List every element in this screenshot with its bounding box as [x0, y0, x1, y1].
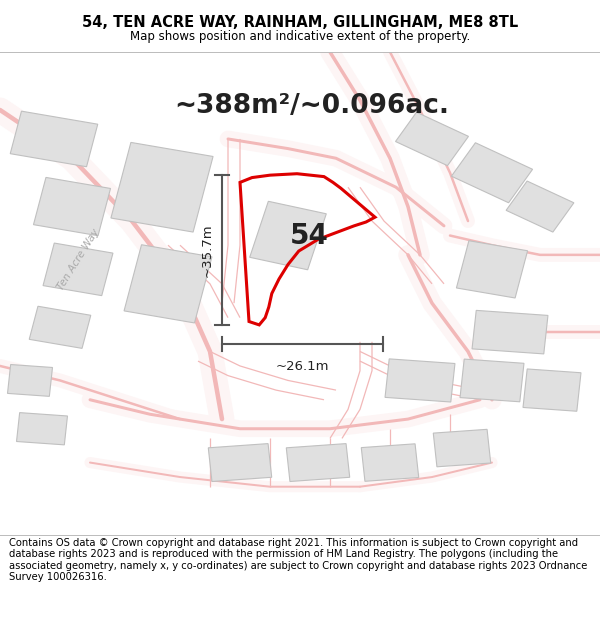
- Polygon shape: [286, 444, 350, 481]
- Polygon shape: [111, 142, 213, 232]
- Polygon shape: [361, 444, 419, 481]
- Polygon shape: [250, 201, 326, 270]
- Polygon shape: [208, 444, 272, 481]
- Polygon shape: [29, 306, 91, 348]
- Text: ~388m²/~0.096ac.: ~388m²/~0.096ac.: [175, 93, 449, 119]
- Polygon shape: [17, 412, 67, 445]
- Polygon shape: [472, 311, 548, 354]
- Polygon shape: [433, 429, 491, 467]
- Text: Contains OS data © Crown copyright and database right 2021. This information is : Contains OS data © Crown copyright and d…: [9, 538, 587, 582]
- Polygon shape: [451, 142, 533, 202]
- Polygon shape: [395, 112, 469, 166]
- Polygon shape: [460, 359, 524, 402]
- Polygon shape: [8, 364, 52, 396]
- Text: Ten Acre Way: Ten Acre Way: [55, 228, 101, 292]
- Polygon shape: [10, 111, 98, 167]
- Text: 54, TEN ACRE WAY, RAINHAM, GILLINGHAM, ME8 8TL: 54, TEN ACRE WAY, RAINHAM, GILLINGHAM, M…: [82, 14, 518, 29]
- Polygon shape: [523, 369, 581, 411]
- Text: 54: 54: [290, 221, 328, 249]
- Text: Map shows position and indicative extent of the property.: Map shows position and indicative extent…: [130, 29, 470, 42]
- Text: ~35.7m: ~35.7m: [200, 223, 214, 277]
- Polygon shape: [124, 245, 212, 323]
- Polygon shape: [34, 177, 110, 236]
- Polygon shape: [43, 243, 113, 296]
- Text: ~26.1m: ~26.1m: [275, 359, 329, 372]
- Polygon shape: [457, 241, 527, 298]
- Polygon shape: [506, 181, 574, 232]
- Polygon shape: [385, 359, 455, 402]
